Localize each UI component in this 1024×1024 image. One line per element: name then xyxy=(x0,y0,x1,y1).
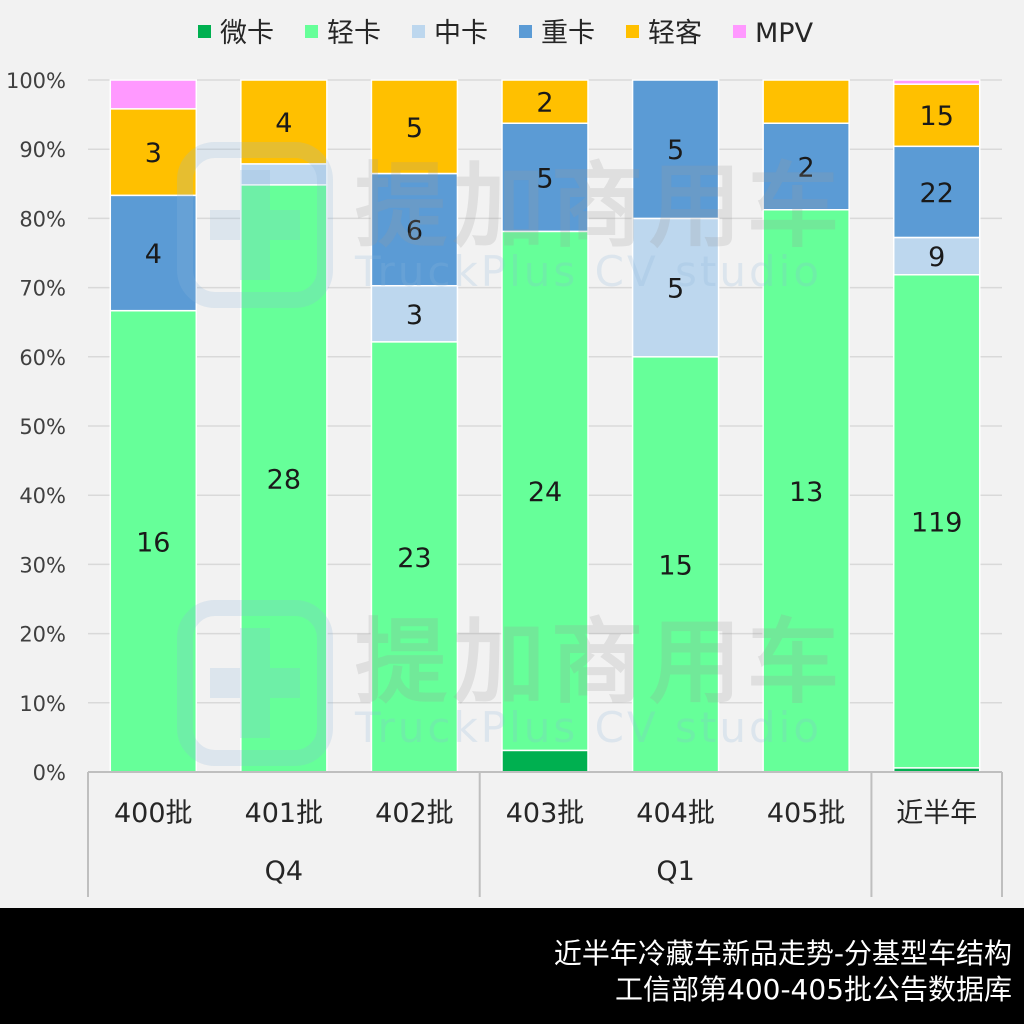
y-tick-label: 80% xyxy=(19,207,66,231)
y-tick-label: 40% xyxy=(19,484,66,508)
y-tick-label: 100% xyxy=(6,69,66,93)
legend-swatch xyxy=(733,25,746,38)
bar-data-label: 5 xyxy=(667,135,684,166)
watermark-sub: TruckPlus CV studio xyxy=(354,703,822,752)
bar-data-label: 3 xyxy=(406,300,423,331)
bar-segment xyxy=(892,83,981,148)
bar-segment xyxy=(501,749,589,773)
bar-segment xyxy=(109,79,198,110)
bar-segment xyxy=(501,79,589,124)
y-tick-label: 0% xyxy=(33,761,66,785)
bar-segment xyxy=(109,108,198,197)
legend-swatch xyxy=(305,25,318,38)
stacked-bar-chart: 0% 10% 20% 30% 40% 50% 60% 70% 80% 90% 100% 16 4 3 28… xyxy=(6,18,1003,897)
bar-segment xyxy=(762,209,850,773)
y-tick-label: 90% xyxy=(19,138,66,162)
bar-data-label: 5 xyxy=(406,113,423,144)
x-tick-label: 401批 xyxy=(245,798,324,829)
bar-data-label: 6 xyxy=(406,216,423,247)
y-tick-label: 60% xyxy=(19,346,66,370)
bar-data-label: 3 xyxy=(145,138,162,169)
x-tick-label: 405批 xyxy=(767,798,846,829)
bar-data-label: 2 xyxy=(536,88,553,119)
watermark-brand: 提加商用车 xyxy=(355,153,845,260)
bar-segment xyxy=(631,217,720,358)
bar-segment xyxy=(631,356,720,773)
bar-segment xyxy=(762,79,850,124)
x-tick-label: 近半年 xyxy=(896,798,977,829)
legend-swatch xyxy=(412,25,425,38)
legend-label: MPV xyxy=(755,18,814,49)
footer-title: 近半年冷藏车新品走势-分基型车结构 xyxy=(553,937,1012,970)
bar-data-label: 24 xyxy=(528,477,562,508)
bar-segment xyxy=(370,341,459,773)
bar-data-label: 22 xyxy=(920,178,954,209)
bar-segment xyxy=(631,79,720,220)
bar-data-label: 9 xyxy=(928,242,945,273)
bar-segment xyxy=(109,194,198,312)
bar-segment xyxy=(501,230,589,752)
legend-swatch xyxy=(519,25,532,38)
bar-segment xyxy=(240,79,328,165)
legend-label: 轻卡 xyxy=(327,18,381,49)
watermark-brand: 提加商用车 xyxy=(355,609,845,716)
y-tick-label: 70% xyxy=(19,277,66,301)
bar-data-label: 23 xyxy=(397,543,431,574)
bar-data-label: 2 xyxy=(798,153,815,184)
y-axis: 0% 10% 20% 30% 40% 50% 60% 70% 80% 90% 100% xyxy=(6,69,66,785)
bars xyxy=(109,79,981,773)
bar-segment xyxy=(892,79,981,85)
bar-data-label: 119 xyxy=(911,507,963,538)
legend: 微卡 轻卡 中卡 重卡 轻客 MPV xyxy=(198,18,814,49)
legend-label: 中卡 xyxy=(434,18,488,49)
bar-segment xyxy=(240,184,328,773)
data-labels: 16 4 3 28 4 23 3 6 5 24 5 2 15 5 5 13 2 119 9 22 15 xyxy=(136,88,962,582)
bar-data-label: 5 xyxy=(536,163,553,194)
footer-banner: 近半年冷藏车新品走势-分基型车结构 工信部第400-405批公告数据库 xyxy=(0,908,1024,1024)
x-tick-label: 403批 xyxy=(506,798,585,829)
x-tick-label: 400批 xyxy=(114,798,193,829)
watermark-sub: TruckPlus CV studio xyxy=(354,247,822,296)
y-tick-label: 30% xyxy=(19,553,66,577)
x-axis: 400批 401批 402批 403批 404批 405批 近半年 Q4 Q1 xyxy=(87,771,1003,897)
bar-data-label: 15 xyxy=(920,101,954,132)
y-tick-label: 10% xyxy=(19,692,66,716)
legend-label: 重卡 xyxy=(541,18,595,49)
bar-segment xyxy=(892,145,981,239)
bar-segment xyxy=(501,122,589,233)
bar-segment xyxy=(370,172,459,287)
bar-data-label: 15 xyxy=(658,550,692,581)
bar-segment xyxy=(370,284,459,343)
x-tick-label: 402批 xyxy=(375,798,454,829)
bar-segment xyxy=(370,79,459,175)
bar-data-label: 4 xyxy=(145,239,162,270)
legend-label: 轻客 xyxy=(648,18,702,49)
group-label: Q4 xyxy=(265,856,303,887)
y-tick-label: 20% xyxy=(19,623,66,647)
legend-swatch xyxy=(198,25,211,38)
bar-data-label: 13 xyxy=(789,477,823,508)
watermark-logo-icon xyxy=(177,600,333,766)
group-label: Q1 xyxy=(656,856,694,887)
bar-data-label: 16 xyxy=(136,527,170,558)
legend-swatch xyxy=(626,25,639,38)
bar-data-label: 5 xyxy=(667,274,684,305)
footer-source: 工信部第400-405批公告数据库 xyxy=(615,973,1012,1006)
watermark-logo-icon xyxy=(177,142,333,308)
bar-segment xyxy=(892,274,981,769)
watermark: 提加商用车 TruckPlus CV studio 提加商用车 TruckPlu… xyxy=(177,142,845,766)
y-tick-label: 50% xyxy=(19,415,66,439)
bar-data-label: 4 xyxy=(275,108,292,139)
x-tick-label: 404批 xyxy=(636,798,715,829)
bar-data-label: 28 xyxy=(267,464,301,495)
legend-label: 微卡 xyxy=(220,18,274,49)
